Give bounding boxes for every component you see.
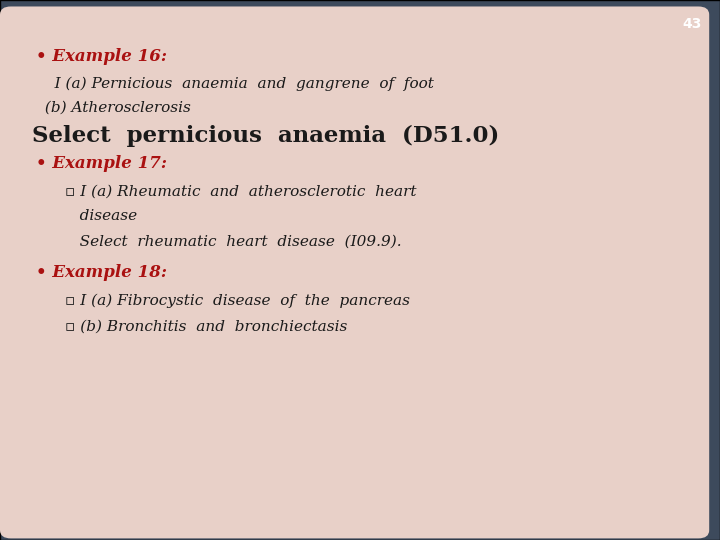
Text: • Example 16:: • Example 16: <box>36 48 167 65</box>
Text: (b) Atherosclerosis: (b) Atherosclerosis <box>40 101 191 115</box>
Text: • Example 17:: • Example 17: <box>36 154 167 172</box>
Text: 43: 43 <box>683 17 702 31</box>
Text: ▫ (b) Bronchitis  and  bronchiectasis: ▫ (b) Bronchitis and bronchiectasis <box>65 320 347 334</box>
Text: disease: disease <box>65 209 137 223</box>
Text: I (a) Pernicious  anaemia  and  gangrene  of  foot: I (a) Pernicious anaemia and gangrene of… <box>40 77 433 91</box>
Text: • Example 18:: • Example 18: <box>36 264 167 281</box>
Text: ▫ I (a) Rheumatic  and  atherosclerotic  heart: ▫ I (a) Rheumatic and atherosclerotic he… <box>65 185 416 199</box>
Text: ▫ I (a) Fibrocystic  disease  of  the  pancreas: ▫ I (a) Fibrocystic disease of the pancr… <box>65 294 410 308</box>
Text: Select  pernicious  anaemia  (D51.0): Select pernicious anaemia (D51.0) <box>32 125 500 147</box>
Text: Select  rheumatic  heart  disease  (I09.9).: Select rheumatic heart disease (I09.9). <box>65 234 402 248</box>
